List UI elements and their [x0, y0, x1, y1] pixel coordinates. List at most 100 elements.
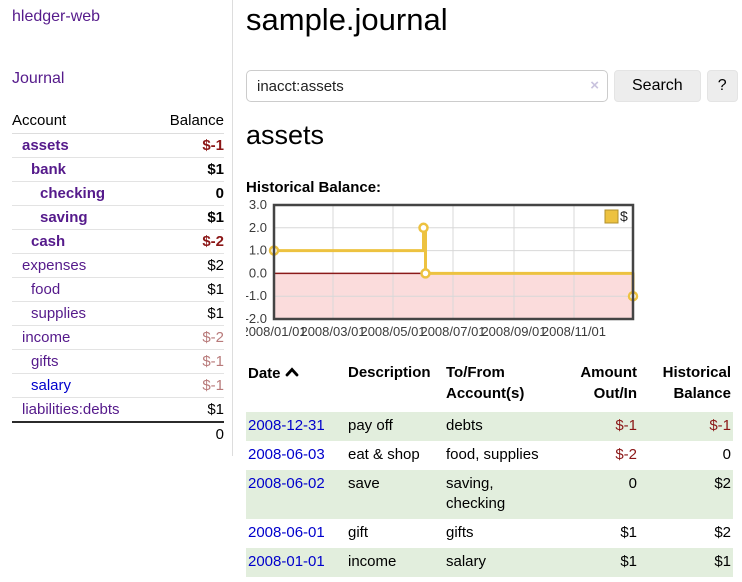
sidebar: hledger-web Journal Account Balance asse…: [0, 0, 233, 456]
svg-text:2008/05/01: 2008/05/01: [360, 324, 425, 339]
account-link-checking[interactable]: checking: [40, 185, 106, 202]
register-header-amount: Amount Out/In: [580, 364, 637, 402]
account-balance: $-1: [151, 133, 224, 158]
register-header-description: Description: [348, 364, 431, 381]
transaction-balance: $2: [714, 524, 731, 542]
account-link-income[interactable]: income: [22, 329, 71, 346]
transaction-amount: 0: [628, 474, 637, 492]
svg-text:2008/09/01: 2008/09/01: [481, 324, 546, 339]
register-table: Date Description To/From Account(s) Amou…: [246, 361, 733, 577]
transaction-date-link[interactable]: 2008-06-03: [248, 446, 325, 464]
account-link-salary[interactable]: salary: [31, 377, 72, 394]
account-link-gifts[interactable]: gifts: [31, 353, 59, 370]
sort-ascending-icon: [285, 363, 299, 384]
account-row: bank $1: [12, 157, 224, 182]
account-row: income $-2: [12, 325, 224, 350]
register-header-balance: Historical Balance: [662, 364, 731, 402]
account-link-assets[interactable]: assets: [22, 137, 69, 154]
search-button[interactable]: Search: [614, 70, 701, 102]
transaction-accounts: debts: [446, 417, 483, 435]
register-row: 2008-01-01 income salary $1 $1: [246, 547, 733, 577]
account-row: checking 0: [12, 181, 224, 206]
account-row: food $1: [12, 277, 224, 302]
account-link-bank[interactable]: bank: [31, 161, 67, 178]
account-row: cash $-2: [12, 229, 224, 254]
svg-text:-1.0: -1.0: [246, 288, 267, 303]
register-row: 2008-12-31 pay off debts $-1 $-1: [246, 412, 733, 442]
account-balance: $1: [151, 277, 224, 302]
transaction-balance: 0: [722, 446, 731, 464]
account-row: assets $-1: [12, 133, 224, 158]
help-button[interactable]: ?: [706, 70, 738, 102]
account-balance: $-2: [151, 229, 224, 254]
svg-text:-2.0: -2.0: [246, 311, 267, 326]
account-heading: assets: [246, 120, 325, 150]
transaction-description: eat & shop: [348, 446, 420, 464]
account-balance: $1: [207, 401, 224, 418]
transaction-accounts: salary: [446, 552, 487, 570]
account-balance: $1: [151, 205, 224, 230]
accounts-header-account: Account: [12, 109, 152, 134]
transaction-description: pay off: [348, 417, 393, 435]
chart-title: Historical Balance:: [246, 179, 382, 196]
transaction-date-link[interactable]: 2008-06-02: [248, 474, 325, 492]
account-link-cash[interactable]: cash: [31, 233, 66, 250]
transaction-description: income: [348, 552, 397, 570]
transaction-balance: $1: [714, 552, 731, 570]
register-row: 2008-06-02 save saving, checking 0 $2: [246, 469, 733, 520]
transaction-balance: $2: [714, 474, 731, 492]
search-form: × Search ?: [246, 70, 738, 102]
account-row: liabilities:debts $1: [12, 398, 224, 423]
transaction-description: save: [348, 474, 380, 492]
transaction-accounts: gifts: [446, 524, 474, 542]
app-brand-link[interactable]: hledger-web: [12, 8, 101, 25]
svg-text:2.0: 2.0: [249, 220, 267, 235]
account-link-saving[interactable]: saving: [40, 209, 88, 226]
account-balance: $-2: [151, 325, 224, 350]
account-balance: $-1: [151, 373, 224, 398]
svg-text:3.0: 3.0: [249, 200, 267, 212]
account-link-food[interactable]: food: [31, 281, 61, 298]
transaction-date-link[interactable]: 2008-12-31: [248, 417, 325, 435]
svg-text:$: $: [620, 208, 628, 224]
account-row: expenses $2: [12, 253, 224, 278]
account-row: supplies $1: [12, 301, 224, 326]
svg-text:2008/11/01: 2008/11/01: [542, 324, 606, 339]
transaction-accounts: saving, checking: [446, 474, 506, 513]
transaction-amount: $1: [620, 524, 637, 542]
transaction-amount: $1: [620, 552, 637, 570]
sort-by-date-button[interactable]: Date: [248, 365, 299, 382]
accounts-header-balance: Balance: [151, 109, 224, 134]
account-row: salary $-1: [12, 373, 224, 398]
transaction-accounts: food, supplies: [446, 446, 539, 464]
register-header-accounts: To/From Account(s): [446, 364, 525, 402]
page-title: sample.journal: [246, 2, 448, 37]
clear-search-icon[interactable]: ×: [590, 77, 599, 94]
account-balance: $1: [151, 301, 224, 326]
account-link-expenses[interactable]: expenses: [22, 257, 87, 274]
account-balance: 0: [151, 181, 224, 206]
accounts-total-row: 0: [12, 421, 224, 446]
account-balance: $2: [151, 253, 224, 278]
transaction-amount: $-1: [615, 417, 637, 435]
svg-text:2008/01/01: 2008/01/01: [246, 324, 307, 339]
transaction-date-link[interactable]: 2008-01-01: [248, 552, 325, 570]
main-content: sample.journal × Search ? assets Histori…: [246, 0, 742, 582]
svg-text:2008/03/01: 2008/03/01: [300, 324, 365, 339]
register-header-date: Date: [246, 361, 346, 412]
transaction-balance: $-1: [709, 417, 731, 435]
accounts-table: Account Balance assets $-1 bank $1 checkin…: [12, 109, 224, 446]
sidebar-item-journal[interactable]: Journal: [12, 70, 65, 87]
account-row: saving $1: [12, 205, 224, 230]
svg-text:2008/07/01: 2008/07/01: [420, 324, 485, 339]
account-balance: $1: [151, 157, 224, 182]
historical-balance-chart: 3.0 2.0 1.0 0.0 -1.0 -2.02008/01/012008/03/01…: [246, 200, 639, 339]
account-link-supplies[interactable]: supplies: [31, 305, 87, 322]
account-link-liabilities-debts[interactable]: liabilities:debts: [22, 401, 120, 418]
search-input[interactable]: [246, 70, 608, 102]
accounts-total-value: 0: [151, 421, 224, 446]
account-balance: $-1: [151, 349, 224, 374]
register-row: 2008-06-01 gift gifts $1 $2: [246, 519, 733, 548]
transaction-amount: $-2: [615, 446, 637, 464]
transaction-date-link[interactable]: 2008-06-01: [248, 524, 325, 542]
